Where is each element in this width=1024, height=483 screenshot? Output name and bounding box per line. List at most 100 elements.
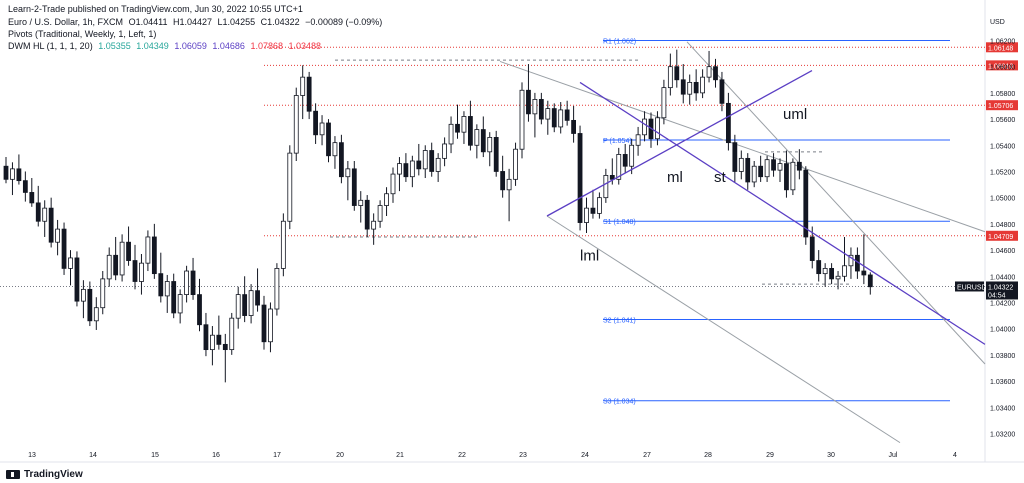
candle-body xyxy=(500,171,506,191)
candle-body xyxy=(222,343,228,351)
candle-body xyxy=(538,99,544,120)
candle-body xyxy=(338,142,344,178)
candle-body xyxy=(616,154,622,180)
candle-body xyxy=(203,324,209,351)
candle-body xyxy=(113,254,119,276)
candle-body xyxy=(467,116,473,146)
candles xyxy=(3,49,873,383)
dwm-value-2: 1.04349 xyxy=(136,41,169,51)
candle-body xyxy=(139,262,144,282)
candle-body xyxy=(829,268,834,280)
candle-body xyxy=(209,334,215,351)
candle-body xyxy=(326,122,331,157)
candle-body xyxy=(706,66,712,78)
candle-body xyxy=(493,137,499,172)
candle-body xyxy=(345,168,351,178)
candle-body xyxy=(29,192,35,204)
candle-body xyxy=(429,150,435,172)
candle-body xyxy=(74,257,80,302)
annotation-lml: lml xyxy=(580,248,599,265)
time-tick-label: 29 xyxy=(766,452,774,459)
candle-body xyxy=(758,165,764,178)
pitchfork-line xyxy=(579,81,986,345)
candle-body xyxy=(164,281,170,297)
candle-body xyxy=(784,163,789,191)
channel-line xyxy=(546,215,901,444)
candle-body xyxy=(867,274,873,288)
red-level-text: 1.05706 xyxy=(988,103,1013,110)
time-tick-label: 23 xyxy=(519,452,527,459)
candle-body xyxy=(519,89,525,150)
annotations: uml ml st lml xyxy=(580,106,807,264)
candle-body xyxy=(661,87,667,119)
ohlc-open: O1.04411 xyxy=(128,17,168,27)
candle-body xyxy=(242,294,248,316)
candle-body xyxy=(158,273,164,297)
candle-body xyxy=(487,137,493,153)
candle-body xyxy=(42,207,48,222)
publisher-text: Learn-2-Trade published on TradingView.c… xyxy=(8,4,303,14)
price-tick-label: 1.04400 xyxy=(990,274,1015,281)
candle-body xyxy=(803,169,809,238)
candle-body xyxy=(274,268,280,310)
candle-body xyxy=(674,66,680,81)
candle-body xyxy=(371,220,377,230)
candle-body xyxy=(816,260,822,275)
price-tick-label: 1.05400 xyxy=(990,143,1015,150)
candle-body xyxy=(119,241,125,276)
tradingview-logo[interactable]: TradingView xyxy=(6,469,83,480)
candle-body xyxy=(442,143,448,159)
candle-body xyxy=(422,150,428,170)
candle-body xyxy=(835,275,841,280)
candle-body xyxy=(564,109,570,121)
grid-layer xyxy=(0,0,1024,463)
candle-body xyxy=(726,102,731,144)
candle-body xyxy=(126,241,131,261)
red-level-text: 1.06148 xyxy=(988,45,1013,52)
candle-body xyxy=(461,116,467,133)
candle-body xyxy=(597,197,602,214)
candle-body xyxy=(235,294,241,319)
candle-body xyxy=(506,178,512,191)
candle-body xyxy=(287,152,293,222)
candle-body xyxy=(300,76,306,96)
candle-body xyxy=(809,236,815,261)
candle-body xyxy=(55,228,60,243)
candle-body xyxy=(545,108,551,120)
pitchfork-lines xyxy=(546,70,986,345)
dwm-indicator-line[interactable]: DWM HL (1, 1, 1, 20) 1.05355 1.04349 1.0… xyxy=(8,41,321,51)
candle-body xyxy=(35,202,41,222)
time-axis[interactable]: 13 14 15 16 17 20 21 22 23 24 27 28 29 30 Jul 4 xyxy=(28,452,957,459)
candle-body xyxy=(151,236,157,275)
dwm-value-1: 1.05355 xyxy=(98,41,131,51)
candle-body xyxy=(764,159,770,178)
pivots-indicator-line[interactable]: Pivots (Traditional, Weekly, 1, Left, 1) xyxy=(8,29,156,39)
candle-body xyxy=(255,290,260,306)
candle-body xyxy=(184,270,190,296)
candle-body xyxy=(435,157,441,172)
pivot-label: S2 (1.041) xyxy=(603,317,636,324)
annotation-st: st xyxy=(714,169,727,186)
time-tick-label: 15 xyxy=(151,452,159,459)
annotation-ml: ml xyxy=(667,169,683,186)
candle-body xyxy=(81,288,86,302)
price-tick-label: 1.06200 xyxy=(990,38,1015,45)
tradingview-mark-icon xyxy=(6,470,20,479)
candle-body xyxy=(22,180,28,193)
candle-body xyxy=(87,288,93,322)
red-level-tag xyxy=(986,230,1018,241)
price-axis[interactable]: 1.06148 1.06010 1.05706 1.04709 USD 1.06200 1.… xyxy=(955,19,1018,438)
candle-body xyxy=(190,270,196,296)
candle-body xyxy=(474,129,480,146)
pivot-label: R1 (1.062) xyxy=(603,38,636,45)
candle-body xyxy=(609,174,615,180)
red-level-tag xyxy=(986,60,1018,71)
time-tick-label: 30 xyxy=(827,452,835,459)
candle-body xyxy=(358,199,364,206)
candle-body xyxy=(409,160,415,178)
candle-body xyxy=(197,294,202,326)
candle-body xyxy=(268,308,273,343)
symbol-tag-text: EURUSD xyxy=(957,284,987,291)
candle-body xyxy=(48,207,54,243)
